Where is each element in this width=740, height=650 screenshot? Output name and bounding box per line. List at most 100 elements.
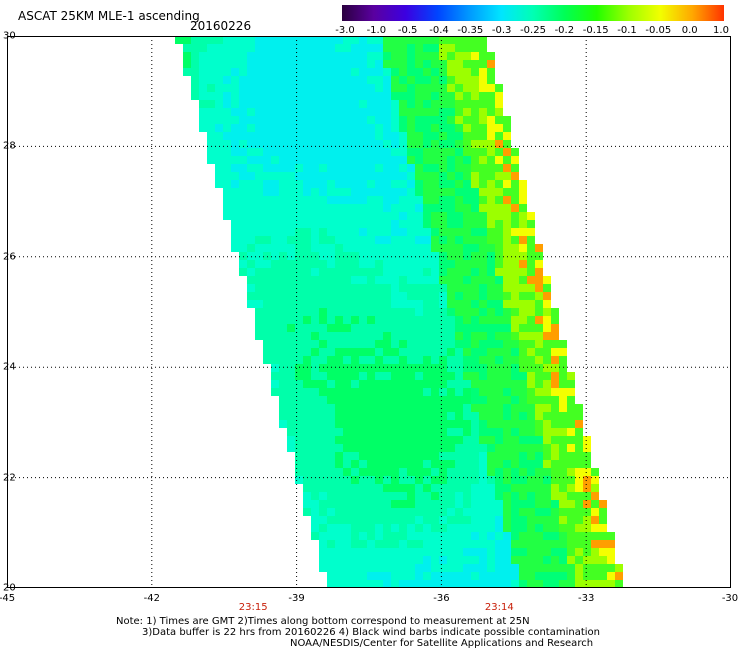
- swath-cell: [279, 196, 287, 204]
- swath-cell: [287, 60, 295, 68]
- swath-cell: [527, 308, 535, 316]
- swath-cell: [479, 44, 487, 52]
- swath-cell: [527, 436, 535, 444]
- swath-cell: [319, 220, 327, 228]
- swath-cell: [391, 68, 399, 76]
- swath-cell: [303, 228, 311, 236]
- swath-cell: [279, 284, 287, 292]
- swath-cell: [447, 532, 455, 540]
- swath-cell: [607, 556, 615, 564]
- swath-cell: [295, 92, 303, 100]
- swath-cell: [231, 36, 239, 44]
- swath-cell: [455, 228, 463, 236]
- swath-cell: [247, 212, 255, 220]
- swath-cell: [263, 244, 271, 252]
- swath-cell: [399, 508, 407, 516]
- swath-cell: [487, 188, 495, 196]
- swath-cell: [447, 44, 455, 52]
- swath-cell: [375, 564, 383, 572]
- swath-cell: [351, 436, 359, 444]
- swath-cell: [375, 148, 383, 156]
- swath-cell: [495, 220, 503, 228]
- swath-cell: [519, 204, 527, 212]
- swath-cell: [351, 420, 359, 428]
- swath-cell: [575, 548, 583, 556]
- swath-cell: [327, 452, 335, 460]
- swath-cell: [295, 428, 303, 436]
- swath-cell: [415, 556, 423, 564]
- swath-cell: [391, 252, 399, 260]
- swath-cell: [487, 244, 495, 252]
- swath-cell: [375, 372, 383, 380]
- swath-cell: [415, 124, 423, 132]
- swath-cell: [519, 444, 527, 452]
- swath-cell: [295, 308, 303, 316]
- swath-cell: [463, 412, 471, 420]
- swath-cell: [543, 532, 551, 540]
- swath-cell: [455, 484, 463, 492]
- swath-cell: [367, 468, 375, 476]
- swath-cell: [335, 100, 343, 108]
- swath-cell: [263, 76, 271, 84]
- swath-cell: [343, 444, 351, 452]
- swath-cell: [455, 420, 463, 428]
- swath-cell: [447, 420, 455, 428]
- swath-cell: [303, 268, 311, 276]
- swath-cell: [335, 116, 343, 124]
- swath-cell: [431, 180, 439, 188]
- swath-cell: [247, 68, 255, 76]
- swath-cell: [599, 548, 607, 556]
- swath-cell: [495, 300, 503, 308]
- swath-cell: [343, 148, 351, 156]
- swath-cell: [383, 580, 391, 588]
- swath-cell: [471, 276, 479, 284]
- swath-cell: [279, 44, 287, 52]
- swath-cell: [479, 172, 487, 180]
- swath-cell: [479, 356, 487, 364]
- swath-cell: [447, 252, 455, 260]
- swath-cell: [367, 156, 375, 164]
- swath-cell: [511, 564, 519, 572]
- swath-cell: [511, 188, 519, 196]
- swath-cell: [391, 316, 399, 324]
- swath-cell: [439, 204, 447, 212]
- swath-cell: [335, 500, 343, 508]
- swath-cell: [343, 76, 351, 84]
- swath-cell: [255, 260, 263, 268]
- swath-cell: [479, 132, 487, 140]
- swath-cell: [383, 380, 391, 388]
- swath-cell: [311, 156, 319, 164]
- swath-cell: [423, 244, 431, 252]
- swath-cell: [487, 92, 495, 100]
- swath-cell: [215, 124, 223, 132]
- swath-cell: [279, 84, 287, 92]
- swath-cell: [503, 524, 511, 532]
- swath-cell: [343, 108, 351, 116]
- swath-cell: [303, 188, 311, 196]
- swath-cell: [447, 316, 455, 324]
- swath-cell: [407, 308, 415, 316]
- swath-cell: [383, 188, 391, 196]
- swath-cell: [399, 564, 407, 572]
- swath-cell: [383, 564, 391, 572]
- swath-cell: [391, 436, 399, 444]
- swath-cell: [311, 36, 319, 44]
- swath-cell: [327, 484, 335, 492]
- swath-cell: [311, 396, 319, 404]
- swath-cell: [535, 260, 543, 268]
- swath-cell: [503, 260, 511, 268]
- swath-cell: [343, 348, 351, 356]
- swath-cell: [359, 380, 367, 388]
- swath-cell: [295, 244, 303, 252]
- swath-cell: [271, 364, 279, 372]
- swath-cell: [271, 332, 279, 340]
- swath-cell: [415, 460, 423, 468]
- swath-cell: [295, 468, 303, 476]
- swath-cell: [495, 460, 503, 468]
- swath-cell: [431, 428, 439, 436]
- swath-cell: [311, 292, 319, 300]
- swath-cell: [319, 60, 327, 68]
- swath-cell: [375, 524, 383, 532]
- swath-cell: [335, 124, 343, 132]
- swath-cell: [383, 212, 391, 220]
